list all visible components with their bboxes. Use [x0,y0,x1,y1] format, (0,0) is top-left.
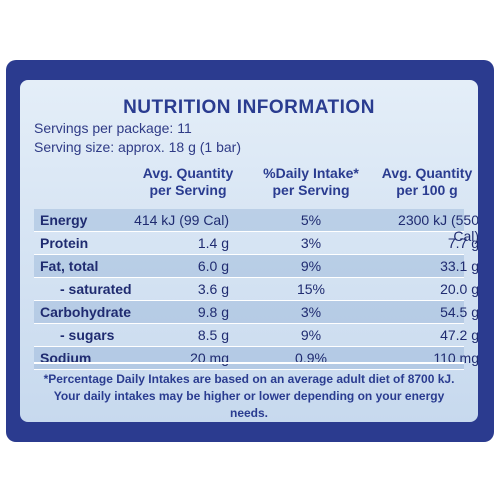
row-label: - saturated [60,281,132,297]
per-100g-value: 7.7 g [447,235,478,251]
table-row: Protein 1.4 g 3% 7.7 g [34,232,478,255]
table-header: Avg. Quantity per Serving %Daily Intake*… [34,158,473,209]
servings-per-package: Servings per package: 11 [34,120,192,136]
per-serving-value: 6.0 g [197,258,229,274]
panel-title: NUTRITION INFORMATION [123,97,375,118]
per-serving-value: 8.5 g [197,327,229,343]
header-line: per Serving [272,182,350,198]
per-100g-value: 20.0 g [440,281,478,297]
table-row: Energy 414 kJ (99 Cal) 5% 2300 kJ (550 C… [34,209,478,244]
daily-intake-value: 9% [300,258,322,274]
header-line: %Daily Intake* [263,165,359,181]
daily-intake-value: 15% [296,281,326,297]
row-label: - sugars [60,327,115,343]
nutrition-table: Avg. Quantity per Serving %Daily Intake*… [34,158,478,370]
daily-intake-value: 9% [300,327,322,343]
header-avg-per-100g: Avg. Quantity per 100 g [375,165,478,199]
daily-intake-value: 3% [300,235,322,251]
daily-intake-value: 3% [300,304,322,320]
per-100g-value: 54.5 g [440,304,478,320]
table-row: - sugars 8.5 g 9% 47.2 g [34,324,478,347]
footnote-line: *Percentage Daily Intakes are based on a… [43,372,455,386]
daily-intake-value: 5% [300,212,322,228]
per-100g-value: 2300 kJ (550 Cal) [398,212,478,244]
table-row: Sodium 20 mg 0.9% 110 mg [34,347,478,370]
serving-size: Serving size: approx. 18 g (1 bar) [34,139,241,155]
table-row: - saturated 3.6 g 15% 20.0 g [34,278,478,301]
table-row: Carbohydrate 9.8 g 3% 54.5 g [34,301,478,324]
per-serving-value: 3.6 g [197,281,229,297]
header-line: per 100 g [396,182,458,198]
per-100g-value: 47.2 g [440,327,478,343]
header-line: per Serving [149,182,227,198]
footnote-line: Your daily intakes may be higher or lowe… [53,389,445,420]
table-row: Fat, total 6.0 g 9% 33.1 g [34,255,478,278]
per-serving-value: 1.4 g [197,235,229,251]
per-100g-value: 33.1 g [440,258,478,274]
per-serving-value: 9.8 g [197,304,229,320]
row-label: Carbohydrate [40,304,132,320]
row-label: Protein [40,235,89,251]
header-avg-per-serving: Avg. Quantity per Serving [129,165,247,199]
header-line: Avg. Quantity [142,165,234,181]
footnote-divider [34,362,464,364]
row-label: Fat, total [40,258,99,274]
header-line: Avg. Quantity [381,165,473,181]
row-label: Energy [40,212,88,228]
per-serving-value: 414 kJ (99 Cal) [134,212,229,228]
header-daily-intake: %Daily Intake* per Serving [247,165,375,199]
nutrition-panel: NUTRITION INFORMATION Servings per packa… [20,80,478,422]
footnote: *Percentage Daily Intakes are based on a… [34,371,464,422]
